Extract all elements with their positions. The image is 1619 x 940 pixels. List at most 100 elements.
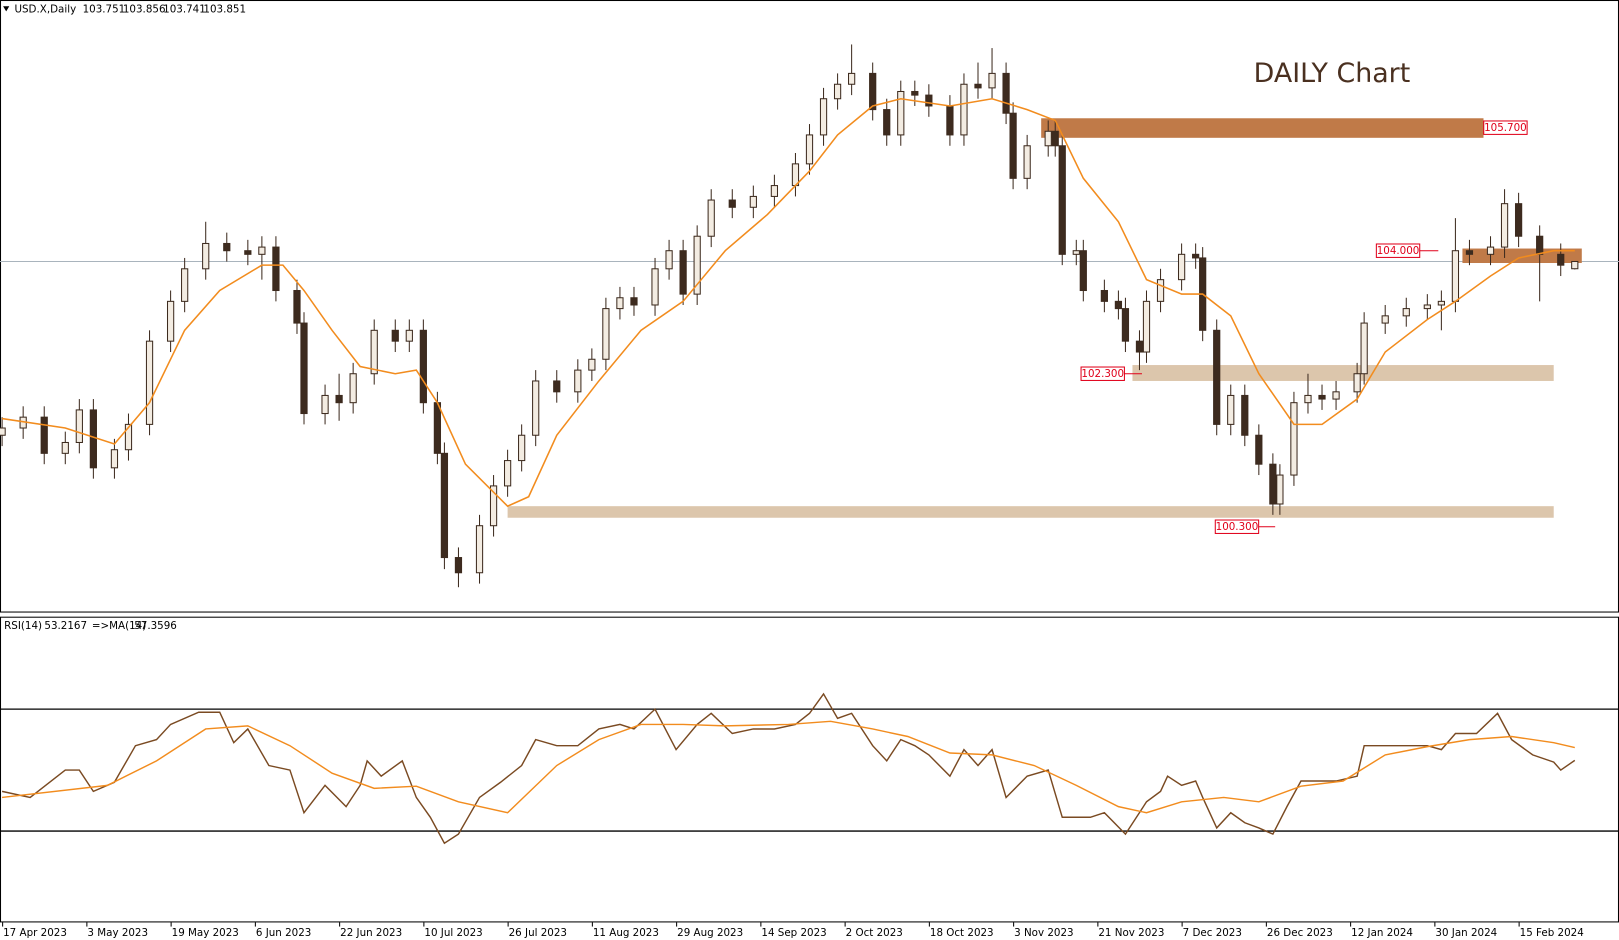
candle-body [202, 242, 210, 270]
candle-body [1304, 394, 1312, 404]
candle-body [1360, 322, 1368, 375]
candle-body [883, 109, 891, 136]
candle-body [707, 199, 715, 237]
zone-label: 105.700 [1484, 122, 1527, 134]
rsi-ma-value: 57.3596 [134, 620, 177, 632]
candle-body [1276, 474, 1284, 505]
rsi-panel [0, 616, 1619, 923]
candle-body [0, 427, 6, 436]
symbol: USD.X,Daily [14, 3, 76, 15]
candle-body [1571, 260, 1579, 270]
zone [1041, 118, 1484, 138]
candle-body [1255, 434, 1263, 465]
indicator-line [1, 692, 1576, 845]
candle-body [1227, 394, 1235, 425]
zone-label-box [1214, 519, 1260, 534]
candle-body [665, 250, 673, 270]
candle-body [1451, 250, 1460, 302]
candle-body [553, 380, 561, 393]
candle-body [1437, 300, 1445, 306]
candle-body [869, 72, 877, 111]
x-tick-label: 29 Aug 2023 [677, 927, 743, 939]
x-tick-label: 21 Nov 2023 [1098, 927, 1164, 939]
candle-body [1381, 315, 1389, 324]
candle-body [1023, 145, 1031, 179]
candle-body [166, 300, 175, 342]
zone-label: 100.300 [1216, 521, 1259, 533]
candle-body [244, 250, 252, 255]
x-tick-label: 3 May 2023 [87, 927, 148, 939]
candle-body [1192, 253, 1200, 259]
candle-body [335, 394, 343, 404]
x-tick-label: 19 May 2023 [172, 927, 239, 939]
candle-body [532, 380, 540, 436]
rsi-value: 53.2167 [44, 620, 87, 632]
candle-body [946, 105, 954, 136]
candle-body [1332, 391, 1340, 400]
candle-body [1114, 300, 1123, 310]
rsi-ma-label: =>MA(14) [92, 620, 146, 632]
candle-body [574, 369, 582, 393]
candle-body [258, 246, 266, 255]
candle-body [630, 297, 638, 306]
close-value: 103.851 [203, 3, 246, 15]
menu-icon [3, 6, 10, 12]
candle-body [602, 308, 610, 360]
price-panel [0, 0, 1619, 613]
candle-body [1536, 235, 1544, 255]
candle-body [693, 235, 701, 295]
zone [1132, 365, 1554, 381]
candle-body [988, 72, 996, 89]
candle-body [1353, 373, 1361, 393]
candle-body [518, 434, 526, 462]
candle-body [272, 246, 280, 292]
candle-body [1156, 279, 1165, 302]
candle-body [925, 94, 933, 107]
candle-body [960, 83, 968, 136]
x-tick-label: 22 Jun 2023 [340, 927, 402, 939]
low-value: 103.741 [163, 3, 206, 15]
candle-body [75, 409, 83, 443]
candle-body [1241, 394, 1249, 436]
candle-body [61, 441, 69, 454]
candle-body [897, 90, 905, 136]
candle-body [1079, 250, 1087, 292]
candle-body [974, 83, 982, 89]
candle-body [503, 460, 512, 487]
candle-body [1121, 308, 1130, 342]
x-tick-label: 6 Jun 2023 [256, 927, 311, 939]
indicator-line [1, 720, 1575, 814]
candle-body [181, 268, 189, 302]
candle-body [588, 358, 596, 371]
candle-body [1557, 253, 1565, 266]
x-tick-label: 12 Jan 2024 [1351, 927, 1413, 939]
candle-body [300, 322, 308, 415]
candle-body [1142, 300, 1151, 353]
candle-body [145, 340, 154, 425]
x-tick-label: 26 Dec 2023 [1267, 927, 1333, 939]
x-tick-label: 3 Nov 2023 [1014, 927, 1073, 939]
candle-body [819, 98, 828, 136]
x-tick-label: 17 Apr 2023 [3, 927, 67, 939]
candle-body [1072, 250, 1080, 255]
candle-body [89, 409, 97, 469]
candle-body [110, 449, 119, 469]
candle-body [433, 402, 442, 454]
candle-body [1009, 112, 1017, 179]
candle-body [728, 199, 736, 208]
candle-body [749, 195, 757, 208]
candle-body [1044, 130, 1052, 147]
candle-body [1100, 289, 1108, 302]
candle-body [475, 525, 484, 574]
candle-body [1318, 394, 1326, 400]
x-tick-label: 15 Feb 2024 [1520, 927, 1584, 939]
zone [507, 506, 1554, 518]
annotation: DAILY Chart [1254, 58, 1411, 89]
candle-body [124, 423, 133, 451]
x-tick-label: 11 Aug 2023 [593, 927, 659, 939]
zone-label-box [1483, 120, 1528, 135]
candle-body [833, 83, 842, 100]
candle-body [848, 72, 856, 85]
candle-body [1269, 463, 1277, 505]
zone-label: 102.300 [1081, 368, 1124, 380]
